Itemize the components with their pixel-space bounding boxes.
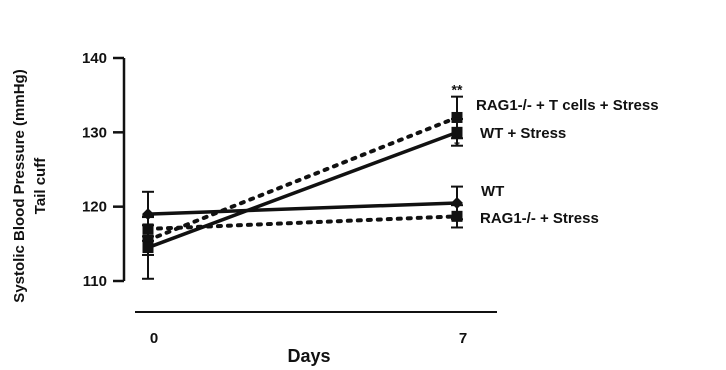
series-3-label: RAG1-/- + Stress bbox=[480, 210, 599, 227]
y-tick-label-140: 140 bbox=[82, 50, 107, 67]
series-2-label: WT bbox=[481, 183, 504, 200]
series-1: * bbox=[142, 117, 463, 280]
series-2-line bbox=[147, 201, 458, 216]
x-tick-label-7: 7 bbox=[459, 330, 467, 347]
series-3 bbox=[142, 204, 463, 242]
series-3-point-1 bbox=[451, 210, 463, 222]
x-tick-label-0: 0 bbox=[150, 330, 158, 347]
series-1-significance: * bbox=[454, 137, 460, 153]
series-1-point-1 bbox=[451, 126, 463, 138]
y-tick-label-120: 120 bbox=[82, 199, 107, 216]
series-1-label: WT + Stress bbox=[480, 125, 566, 142]
y-tick-label-110: 110 bbox=[83, 273, 107, 290]
series-1-point-0 bbox=[142, 242, 154, 254]
series-0-label: RAG1-/- + T cells + Stress bbox=[476, 97, 659, 114]
y-axis-label: Systolic Blood Pressure (mmHg) bbox=[11, 69, 28, 302]
series-0-significance: ** bbox=[452, 81, 463, 97]
y-ticks bbox=[113, 56, 124, 283]
y-axis-label-2: Tail cuff bbox=[32, 157, 49, 214]
y-tick-labels: 110 120 130 140 bbox=[82, 50, 107, 290]
series-0-point-1 bbox=[451, 111, 463, 123]
series-3-point-0 bbox=[142, 223, 154, 235]
y-tick-label-130: 130 bbox=[82, 124, 107, 141]
series-3-line bbox=[146, 214, 459, 231]
series-layer: *** bbox=[142, 81, 463, 280]
series-1-line bbox=[147, 130, 458, 250]
legend-layer: RAG1-/- + T cells + Stress WT + Stress WT R… bbox=[476, 97, 659, 227]
x-axis-label: Days bbox=[287, 346, 330, 366]
